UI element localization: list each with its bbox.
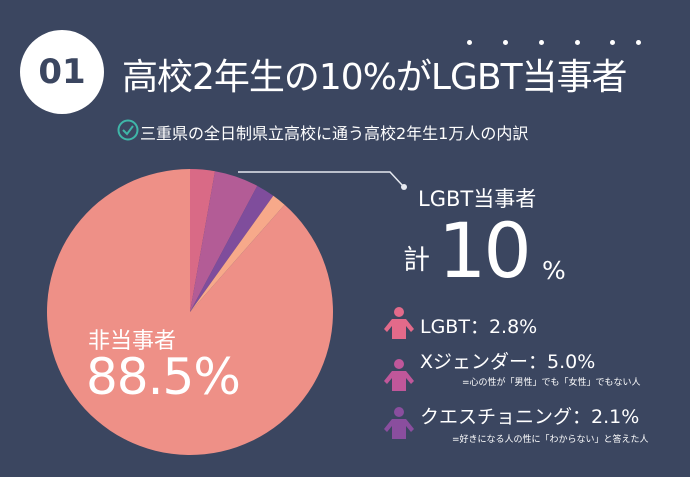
callout-line	[238, 171, 404, 187]
section-number-badge: 01	[20, 30, 104, 114]
person-icon	[384, 307, 414, 339]
person-icon	[384, 407, 414, 439]
total-unit: %	[542, 256, 566, 285]
person-icon	[384, 359, 414, 391]
emphasis-dot	[636, 40, 641, 45]
legend-questioning-note: =好きになる人の性に「わからない」と答えた人	[452, 435, 649, 445]
non-party-value: 88.5%	[86, 348, 241, 406]
legend-xgender-note: =心の性が「男性」でも「女性」でもない人	[462, 378, 641, 388]
legend-questioning: クエスチョニング：2.1%	[420, 406, 640, 428]
pie-slice-Xジェンダー	[190, 171, 258, 312]
emphasis-dot	[610, 40, 615, 45]
subtitle: 三重県の全日制県立高校に通う高校2年生1万人の内訳	[140, 124, 529, 143]
legend-lgbt: LGBT：2.8%	[420, 316, 538, 338]
emphasis-dot	[539, 40, 544, 45]
pie-slice-非当事者	[46, 169, 333, 456]
section-number: 01	[38, 52, 86, 92]
lgbt-heading: LGBT当事者	[418, 187, 537, 211]
pie-slice-LGBT	[190, 169, 216, 312]
callout-dot	[401, 184, 407, 190]
page-title: 高校2年生の10%がLGBT当事者	[122, 57, 628, 98]
emphasis-dot	[467, 40, 472, 45]
total-prefix: 計	[403, 245, 430, 276]
emphasis-dot	[503, 40, 508, 45]
emphasis-dot	[575, 40, 580, 45]
pie-slice-クエスチョニング	[190, 185, 274, 312]
total-value: 10	[438, 206, 532, 295]
legend-xgender: Xジェンダー：5.0%	[420, 351, 596, 373]
pie-slice-other	[190, 195, 285, 312]
non-party-label: 非当事者	[88, 329, 177, 354]
check-circle-icon	[117, 119, 139, 141]
